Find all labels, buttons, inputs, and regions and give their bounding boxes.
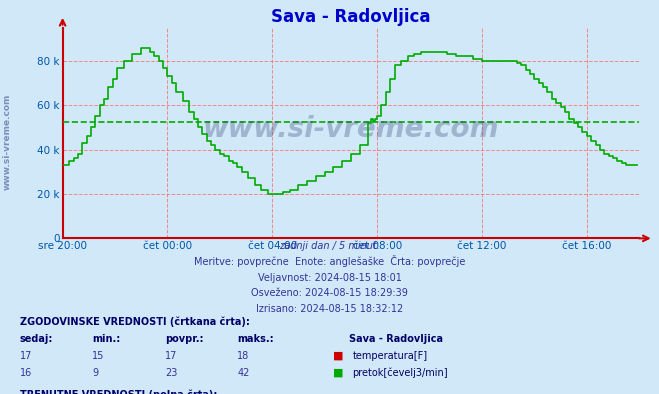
Text: temperatura[F]: temperatura[F] xyxy=(353,351,428,361)
Text: 17: 17 xyxy=(165,351,177,361)
Text: Sava - Radovljica: Sava - Radovljica xyxy=(349,334,444,344)
Text: maks.:: maks.: xyxy=(237,334,274,344)
Text: Osveženo: 2024-08-15 18:29:39: Osveženo: 2024-08-15 18:29:39 xyxy=(251,288,408,298)
Text: ■: ■ xyxy=(333,368,343,378)
Text: sedaj:: sedaj: xyxy=(20,334,53,344)
Text: pretok[čevelj3/min]: pretok[čevelj3/min] xyxy=(353,367,448,378)
Text: TRENUTNE VREDNOSTI (polna črta):: TRENUTNE VREDNOSTI (polna črta): xyxy=(20,389,217,394)
Text: zadnji dan / 5 minut.: zadnji dan / 5 minut. xyxy=(279,241,380,251)
Text: ■: ■ xyxy=(333,351,343,361)
Text: www.si-vreme.com: www.si-vreme.com xyxy=(203,115,499,143)
Text: ZGODOVINSKE VREDNOSTI (črtkana črta):: ZGODOVINSKE VREDNOSTI (črtkana črta): xyxy=(20,316,250,327)
Title: Sava - Radovljica: Sava - Radovljica xyxy=(271,8,431,26)
Text: 15: 15 xyxy=(92,351,105,361)
Text: 18: 18 xyxy=(237,351,250,361)
Text: min.:: min.: xyxy=(92,334,121,344)
Text: Izrisano: 2024-08-15 18:32:12: Izrisano: 2024-08-15 18:32:12 xyxy=(256,304,403,314)
Text: 42: 42 xyxy=(237,368,250,378)
Text: www.si-vreme.com: www.si-vreme.com xyxy=(3,94,12,190)
Text: 17: 17 xyxy=(20,351,32,361)
Text: 16: 16 xyxy=(20,368,32,378)
Text: povpr.:: povpr.: xyxy=(165,334,203,344)
Text: Meritve: povprečne  Enote: anglešaške  Črta: povprečje: Meritve: povprečne Enote: anglešaške Črt… xyxy=(194,255,465,267)
Text: 9: 9 xyxy=(92,368,98,378)
Text: Veljavnost: 2024-08-15 18:01: Veljavnost: 2024-08-15 18:01 xyxy=(258,273,401,282)
Text: 23: 23 xyxy=(165,368,177,378)
